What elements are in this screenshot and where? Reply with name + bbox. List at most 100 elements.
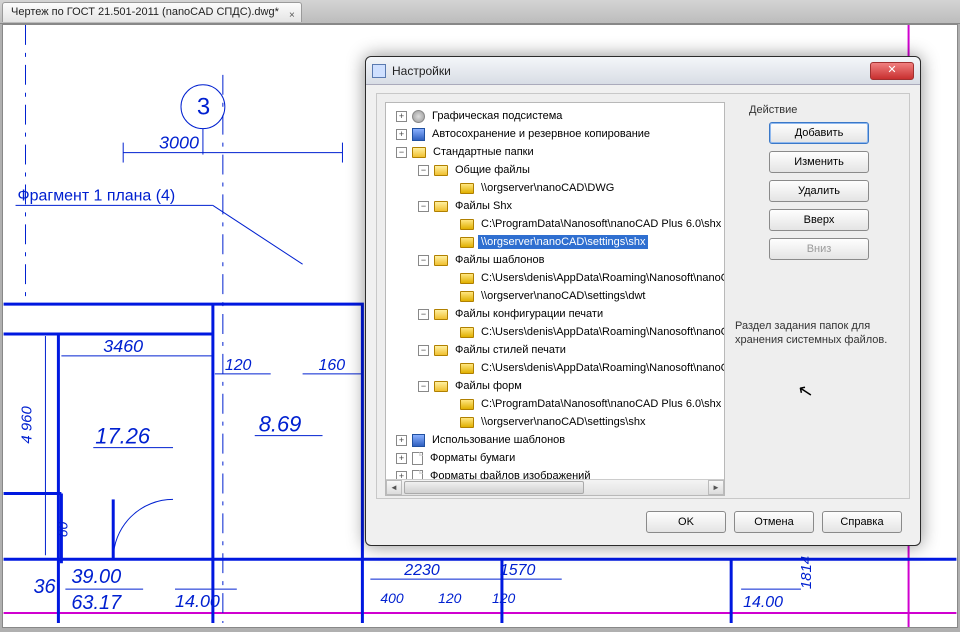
collapse-icon[interactable]: − [418,165,429,176]
tree-label: Использование шаблонов [429,433,568,447]
folder-icon [460,219,474,230]
collapse-icon[interactable]: − [396,147,407,158]
folder-icon [460,399,474,410]
tree-leaf[interactable]: \\orgserver\nanoCAD\DWG [388,179,725,197]
expand-icon[interactable]: + [396,453,407,464]
tree-scrollbar[interactable]: ◄ ► [386,479,724,495]
folder-open-icon [434,201,448,212]
disk-icon [412,434,425,447]
dim-869: 8.69 [259,412,302,437]
dim-400: 400 [380,590,404,606]
app-icon [372,64,386,78]
tree-node-plotstyles[interactable]: − Файлы стилей печати [388,341,725,359]
tree-node-use-templates[interactable]: + Использование шаблонов [388,431,725,449]
tree-node-standard-folders[interactable]: − Стандартные папки [388,143,725,161]
dim-36: 36 [33,576,56,598]
document-tab-title: Чертеж по ГОСТ 21.501-2011 (nanoCAD СПДС… [11,6,279,18]
dim-1814: 1814 [798,556,815,589]
folder-open-icon [434,309,448,320]
folder-open-icon [434,381,448,392]
tree-leaf[interactable]: C:\ProgramData\Nanosoft\nanoCAD Plus 6.0… [388,395,725,413]
tree-label: C:\ProgramData\Nanosoft\nanoCAD Plus 6.0… [478,397,724,411]
tree-leaf[interactable]: C:\Users\denis\AppData\Roaming\Nanosoft\… [388,359,725,377]
add-button[interactable]: Добавить [769,122,869,144]
up-button[interactable]: Вверх [769,209,869,231]
cancel-button[interactable]: Отмена [734,511,814,533]
tree-label: \\orgserver\nanoCAD\settings\dwt [478,289,648,303]
tree-label: Графическая подсистема [429,109,565,123]
tree-node-plotcfg[interactable]: − Файлы конфигурации печати [388,305,725,323]
tree-node-templates[interactable]: − Файлы шаблонов [388,251,725,269]
dim-6317: 63.17 [71,592,122,614]
folder-icon [460,363,474,374]
tree-node-shx[interactable]: − Файлы Shx [388,197,725,215]
tree-node-graphics[interactable]: + Графическая подсистема [388,107,725,125]
tree-label: Файлы Shx [452,199,515,213]
settings-tree[interactable]: + Графическая подсистема + Автосохранени… [385,102,725,496]
collapse-icon[interactable]: − [418,309,429,320]
dim-160: 160 [319,357,346,374]
dim-3000: 3000 [159,133,199,153]
gear-icon [412,110,425,123]
collapse-icon[interactable]: − [418,201,429,212]
action-group-label: Действие [749,104,889,116]
tree-label: Общие файлы [452,163,533,177]
scroll-left-button[interactable]: ◄ [386,480,402,495]
down-button[interactable]: Вниз [769,238,869,260]
expand-icon[interactable]: + [396,435,407,446]
tree-label: C:\Users\denis\AppData\Roaming\Nanosoft\… [478,271,725,285]
tree-label: \\orgserver\nanoCAD\settings\shx [478,415,648,429]
tree-leaf[interactable]: \\orgserver\nanoCAD\settings\dwt [388,287,725,305]
tree-label: Стандартные папки [430,145,537,159]
dialog-buttons: OK Отмена Справка [646,511,902,533]
collapse-icon[interactable]: − [418,345,429,356]
edit-button[interactable]: Изменить [769,151,869,173]
folder-icon [460,417,474,428]
tree-label: Файлы конфигурации печати [452,307,606,321]
folder-open-icon [434,255,448,266]
settings-dialog: Настройки ✕ + Графическая подсистема + А… [365,56,921,546]
dim-1570: 1570 [500,562,536,579]
dim-120a: 120 [225,357,252,374]
tree-leaf[interactable]: C:\Users\denis\AppData\Roaming\Nanosoft\… [388,323,725,341]
dim-120c: 120 [492,590,516,606]
tree-label: \\orgserver\nanoCAD\settings\shx [478,235,648,249]
tree-leaf-selected[interactable]: \\orgserver\nanoCAD\settings\shx [388,233,725,251]
tree-leaf[interactable]: C:\Users\denis\AppData\Roaming\Nanosoft\… [388,269,725,287]
document-tab-bar: Чертеж по ГОСТ 21.501-2011 (nanoCAD СПДС… [0,0,960,24]
fragment-label: Фрагмент 1 плана (4) [18,187,176,204]
tree-node-autosave[interactable]: + Автосохранение и резервное копирование [388,125,725,143]
tree-leaf[interactable]: \\orgserver\nanoCAD\settings\shx [388,413,725,431]
tree-leaf[interactable]: C:\ProgramData\Nanosoft\nanoCAD Plus 6.0… [388,215,725,233]
tree-node-common-files[interactable]: − Общие файлы [388,161,725,179]
section-description: Раздел задания папок для хранения систем… [735,319,895,347]
dim-120b: 120 [438,590,462,606]
action-panel: Действие Добавить Изменить Удалить Вверх… [749,104,889,267]
collapse-icon[interactable]: − [418,255,429,266]
expand-icon[interactable]: + [396,111,407,122]
folder-open-icon [412,147,426,158]
close-button[interactable]: ✕ [870,62,914,80]
tree-label: Файлы шаблонов [452,253,547,267]
tree-label: \\orgserver\nanoCAD\DWG [478,181,617,195]
scroll-thumb[interactable] [404,481,584,494]
ok-button[interactable]: OK [646,511,726,533]
tree-label: Файлы форм [452,379,525,393]
tree-node-paper-formats[interactable]: + Форматы бумаги [388,449,725,467]
tree-label: Форматы бумаги [427,451,518,465]
folder-icon [460,327,474,338]
dim-3900: 39.00 [71,566,121,588]
delete-button[interactable]: Удалить [769,180,869,202]
tree-label: C:\Users\denis\AppData\Roaming\Nanosoft\… [478,325,725,339]
tree-label: C:\ProgramData\Nanosoft\nanoCAD Plus 6.0… [478,217,724,231]
document-tab[interactable]: Чертеж по ГОСТ 21.501-2011 (nanoCAD СПДС… [2,2,302,22]
expand-icon[interactable]: + [396,129,407,140]
help-button[interactable]: Справка [822,511,902,533]
dim-60: 60 [54,522,70,538]
collapse-icon[interactable]: − [418,381,429,392]
tree-node-forms[interactable]: − Файлы форм [388,377,725,395]
close-icon[interactable]: × [289,6,295,25]
disk-icon [412,128,425,141]
dialog-titlebar[interactable]: Настройки ✕ [366,57,920,85]
scroll-right-button[interactable]: ► [708,480,724,495]
